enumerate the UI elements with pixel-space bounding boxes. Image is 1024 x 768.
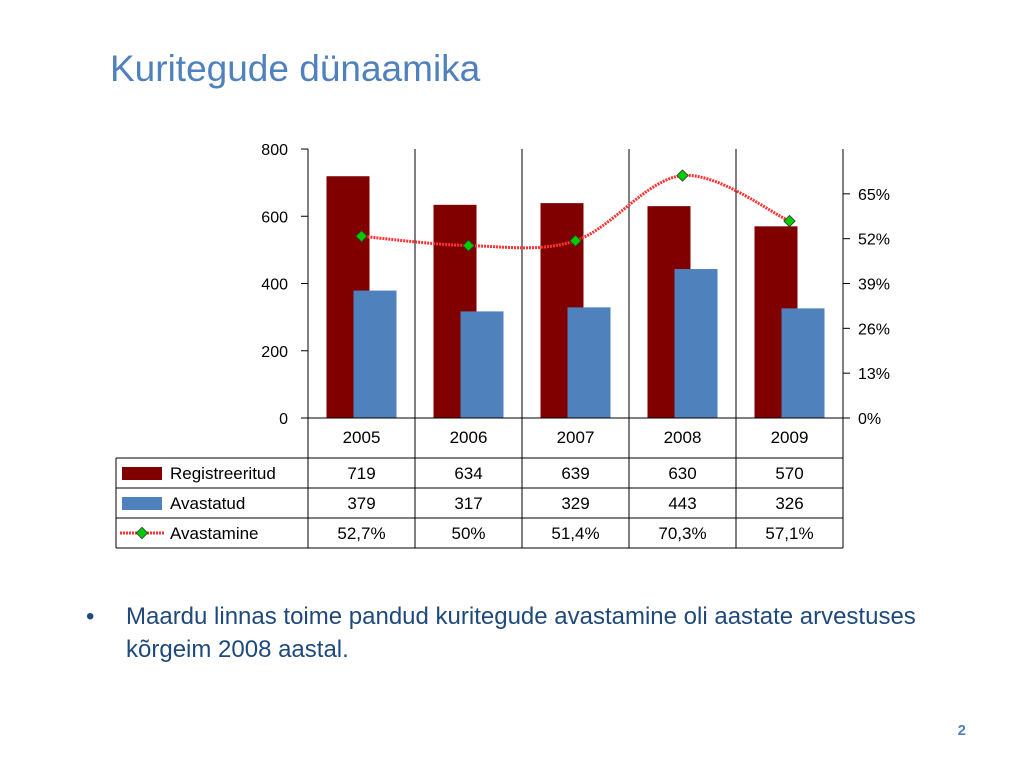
y-left-tick-label: 600 [261, 209, 288, 226]
data-label-avastatud-2008: 443 [668, 494, 696, 513]
data-label-registreeritud-2007: 639 [561, 464, 589, 483]
x-tick-label-2005: 2005 [343, 428, 381, 447]
data-label-avastamine-2007: 51,4% [551, 524, 599, 543]
legend-label-registreeritud: Registreeritud [170, 464, 276, 483]
data-label-avastatud-2005: 379 [347, 494, 375, 513]
slide-title: Kuritegude dünaamika [110, 48, 481, 89]
data-label-registreeritud-2005: 719 [347, 464, 375, 483]
bullet-symbol: • [86, 603, 95, 630]
bar-avastatud-2009 [781, 308, 825, 418]
line-marker-2005 [355, 230, 368, 243]
data-label-registreeritud-2006: 634 [454, 464, 482, 483]
y-right-tick-label: 65% [858, 187, 890, 204]
y-left-tick-label: 0 [279, 411, 288, 428]
legend-label-avastatud: Avastatud [170, 494, 245, 513]
data-label-avastamine-2006: 50% [451, 524, 485, 543]
y-right-tick-label: 39% [858, 277, 890, 294]
legend-key-registreeritud [122, 467, 162, 480]
legend-key-marker-avastamine [135, 526, 149, 540]
bar-avastatud-2006 [460, 311, 504, 418]
legend-key-avastatud [122, 497, 162, 510]
y-left-tick-label: 200 [261, 344, 288, 361]
bar-avastatud-2008 [674, 269, 718, 418]
bar-avastatud-2005 [353, 290, 397, 418]
data-label-avastatud-2009: 326 [775, 494, 803, 513]
legend-label-avastamine: Avastamine [170, 524, 259, 543]
data-label-avastamine-2008: 70,3% [658, 524, 706, 543]
bullet-point: • Maardu linnas toime pandud kuritegude … [86, 600, 946, 666]
y-right-tick-label: 52% [858, 232, 890, 249]
y-left-tick-label: 400 [261, 277, 288, 294]
line-marker-2006 [462, 239, 475, 252]
bullet-text: Maardu linnas toime pandud kuritegude av… [126, 603, 916, 663]
data-label-avastamine-2009: 57,1% [765, 524, 813, 543]
data-label-avastatud-2006: 317 [454, 494, 482, 513]
data-label-avastatud-2007: 329 [561, 494, 589, 513]
line-marker-2007 [569, 234, 582, 247]
x-tick-label-2006: 2006 [450, 428, 488, 447]
line-marker-2008 [676, 169, 689, 182]
x-tick-label-2008: 2008 [664, 428, 702, 447]
data-label-avastamine-2005: 52,7% [337, 524, 385, 543]
x-tick-label-2007: 2007 [557, 428, 595, 447]
line-marker-2009 [783, 214, 796, 228]
y-left-tick-label: 800 [261, 142, 288, 159]
y-right-tick-label: 26% [858, 321, 890, 338]
x-tick-label-2009: 2009 [771, 428, 809, 447]
data-label-registreeritud-2008: 630 [668, 464, 696, 483]
y-right-tick-label: 13% [858, 366, 890, 383]
data-label-registreeritud-2009: 570 [775, 464, 803, 483]
page-number: 2 [957, 722, 966, 739]
y-right-tick-label: 0% [858, 411, 881, 428]
line-series-avastamine [361, 174, 791, 250]
bar-avastatud-2007 [567, 307, 611, 418]
